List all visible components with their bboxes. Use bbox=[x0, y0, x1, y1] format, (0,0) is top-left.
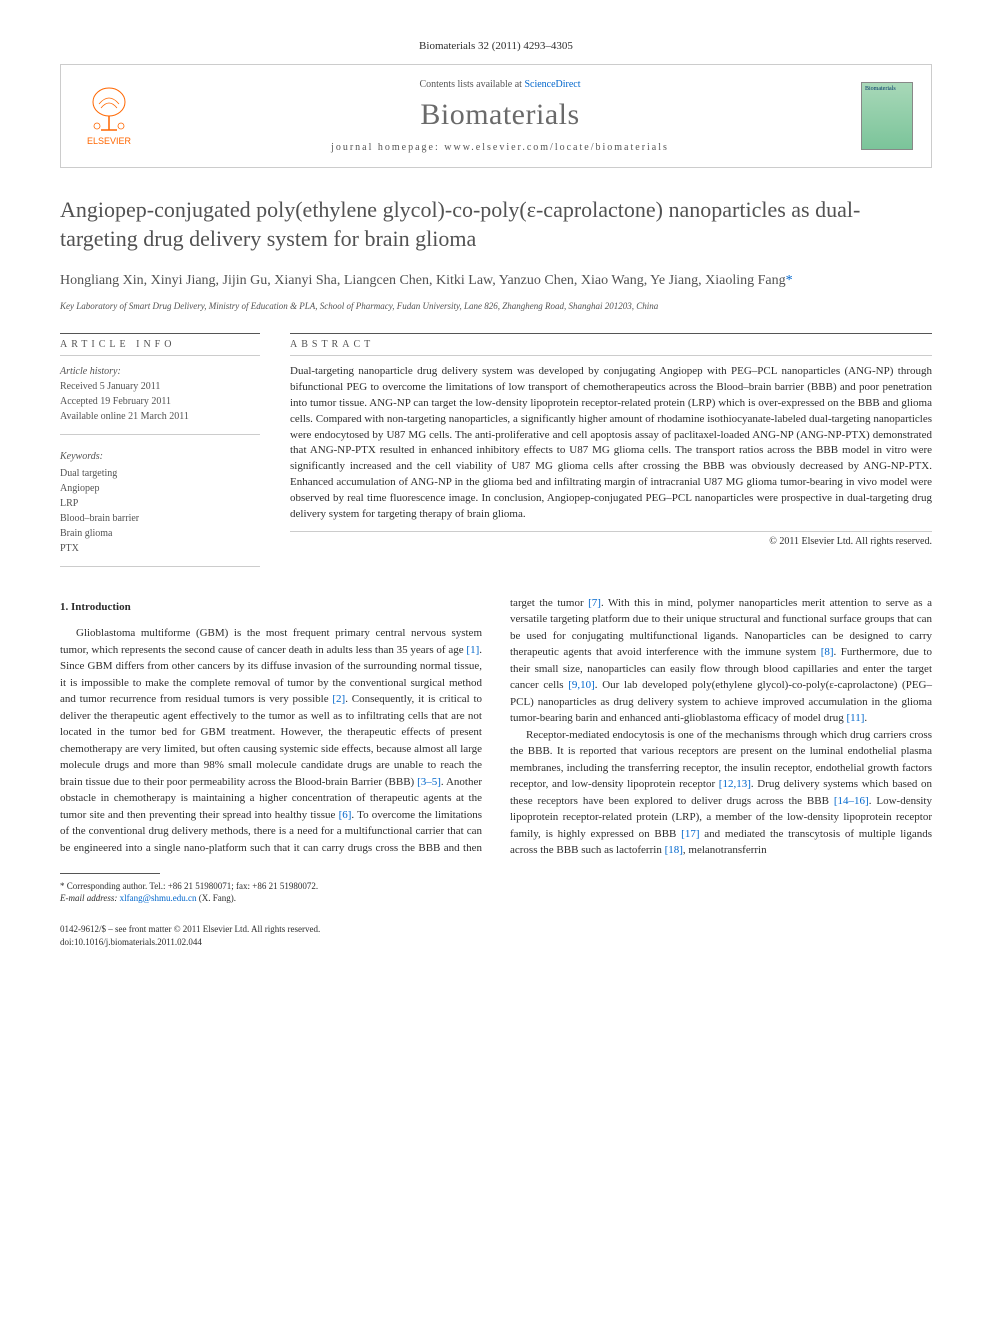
abstract-column: ABSTRACT Dual-targeting nanoparticle dru… bbox=[290, 333, 932, 567]
email-address[interactable]: xlfang@shmu.edu.cn bbox=[120, 893, 197, 903]
accepted-date: Accepted 19 February 2011 bbox=[60, 396, 171, 407]
ref-link[interactable]: [12,13] bbox=[719, 778, 751, 790]
intro-paragraph-2: Receptor-mediated endocytosis is one of … bbox=[510, 727, 932, 859]
homepage-prefix: journal homepage: bbox=[331, 142, 444, 153]
ref-link[interactable]: [11] bbox=[846, 712, 864, 724]
history-label: Article history: bbox=[60, 366, 121, 377]
ref-link[interactable]: [7] bbox=[588, 597, 601, 609]
email-label: E-mail address: bbox=[60, 893, 120, 903]
ref-link[interactable]: [3–5] bbox=[417, 776, 441, 788]
publisher-name: ELSEVIER bbox=[87, 136, 131, 146]
contents-prefix: Contents lists available at bbox=[419, 79, 524, 90]
authors-list: Hongliang Xin, Xinyi Jiang, Jijin Gu, Xi… bbox=[60, 271, 932, 291]
ref-link[interactable]: [17] bbox=[681, 828, 699, 840]
article-history-block: Article history: Received 5 January 2011… bbox=[60, 364, 260, 435]
footnote-separator bbox=[60, 873, 160, 874]
article-title: Angiopep-conjugated poly(ethylene glycol… bbox=[60, 196, 932, 253]
ref-link[interactable]: [8] bbox=[821, 646, 834, 658]
front-matter-line: 0142-9612/$ – see front matter © 2011 El… bbox=[60, 923, 932, 948]
elsevier-tree-icon bbox=[87, 86, 131, 134]
ref-link[interactable]: [2] bbox=[332, 693, 345, 705]
journal-name: Biomaterials bbox=[139, 98, 861, 132]
section-heading-intro: 1. Introduction bbox=[60, 599, 482, 616]
ref-link[interactable]: [18] bbox=[665, 844, 683, 856]
body-text-columns: 1. Introduction Glioblastoma multiforme … bbox=[60, 595, 932, 859]
keyword-item: LRP bbox=[60, 496, 260, 511]
affiliation: Key Laboratory of Smart Drug Delivery, M… bbox=[60, 301, 932, 311]
ref-link[interactable]: [1] bbox=[466, 644, 479, 656]
header-center: Contents lists available at ScienceDirec… bbox=[139, 79, 861, 153]
keywords-block: Keywords: Dual targeting Angiopep LRP Bl… bbox=[60, 449, 260, 567]
ref-link[interactable]: [9,10] bbox=[568, 679, 595, 691]
email-line: E-mail address: xlfang@shmu.edu.cn (X. F… bbox=[60, 892, 932, 905]
corr-author-line: * Corresponding author. Tel.: +86 21 519… bbox=[60, 880, 932, 893]
ref-link[interactable]: [14–16] bbox=[834, 795, 869, 807]
keyword-item: Blood–brain barrier bbox=[60, 511, 260, 526]
issn-copyright: 0142-9612/$ – see front matter © 2011 El… bbox=[60, 923, 932, 936]
homepage-url[interactable]: www.elsevier.com/locate/biomaterials bbox=[444, 142, 669, 153]
online-date: Available online 21 March 2011 bbox=[60, 411, 189, 422]
corresponding-footnote: * Corresponding author. Tel.: +86 21 519… bbox=[60, 880, 932, 905]
received-date: Received 5 January 2011 bbox=[60, 381, 160, 392]
abstract-header: ABSTRACT bbox=[290, 333, 932, 356]
cover-label: Biomaterials bbox=[865, 86, 896, 92]
sciencedirect-link[interactable]: ScienceDirect bbox=[524, 79, 580, 90]
doi-line: doi:10.1016/j.biomaterials.2011.02.044 bbox=[60, 936, 932, 949]
keyword-item: Brain glioma bbox=[60, 526, 260, 541]
keyword-item: PTX bbox=[60, 541, 260, 556]
article-info-column: ARTICLE INFO Article history: Received 5… bbox=[60, 333, 260, 567]
journal-cover-thumbnail: Biomaterials bbox=[861, 82, 913, 150]
abstract-copyright: © 2011 Elsevier Ltd. All rights reserved… bbox=[290, 536, 932, 547]
email-suffix: (X. Fang). bbox=[196, 893, 236, 903]
keyword-item: Dual targeting bbox=[60, 466, 260, 481]
ref-link[interactable]: [6] bbox=[339, 809, 352, 821]
abstract-text: Dual-targeting nanoparticle drug deliver… bbox=[290, 364, 932, 532]
keyword-item: Angiopep bbox=[60, 481, 260, 496]
journal-reference: Biomaterials 32 (2011) 4293–4305 bbox=[60, 40, 932, 52]
authors-text: Hongliang Xin, Xinyi Jiang, Jijin Gu, Xi… bbox=[60, 273, 786, 288]
homepage-line: journal homepage: www.elsevier.com/locat… bbox=[139, 142, 861, 153]
journal-header-box: ELSEVIER Contents lists available at Sci… bbox=[60, 64, 932, 168]
publisher-logo: ELSEVIER bbox=[79, 82, 139, 150]
keywords-label: Keywords: bbox=[60, 449, 260, 464]
article-info-header: ARTICLE INFO bbox=[60, 333, 260, 356]
page-container: Biomaterials 32 (2011) 4293–4305 ELSEVIE… bbox=[0, 0, 992, 988]
info-abstract-row: ARTICLE INFO Article history: Received 5… bbox=[60, 333, 932, 567]
contents-line: Contents lists available at ScienceDirec… bbox=[139, 79, 861, 90]
corresponding-mark: * bbox=[786, 273, 793, 288]
